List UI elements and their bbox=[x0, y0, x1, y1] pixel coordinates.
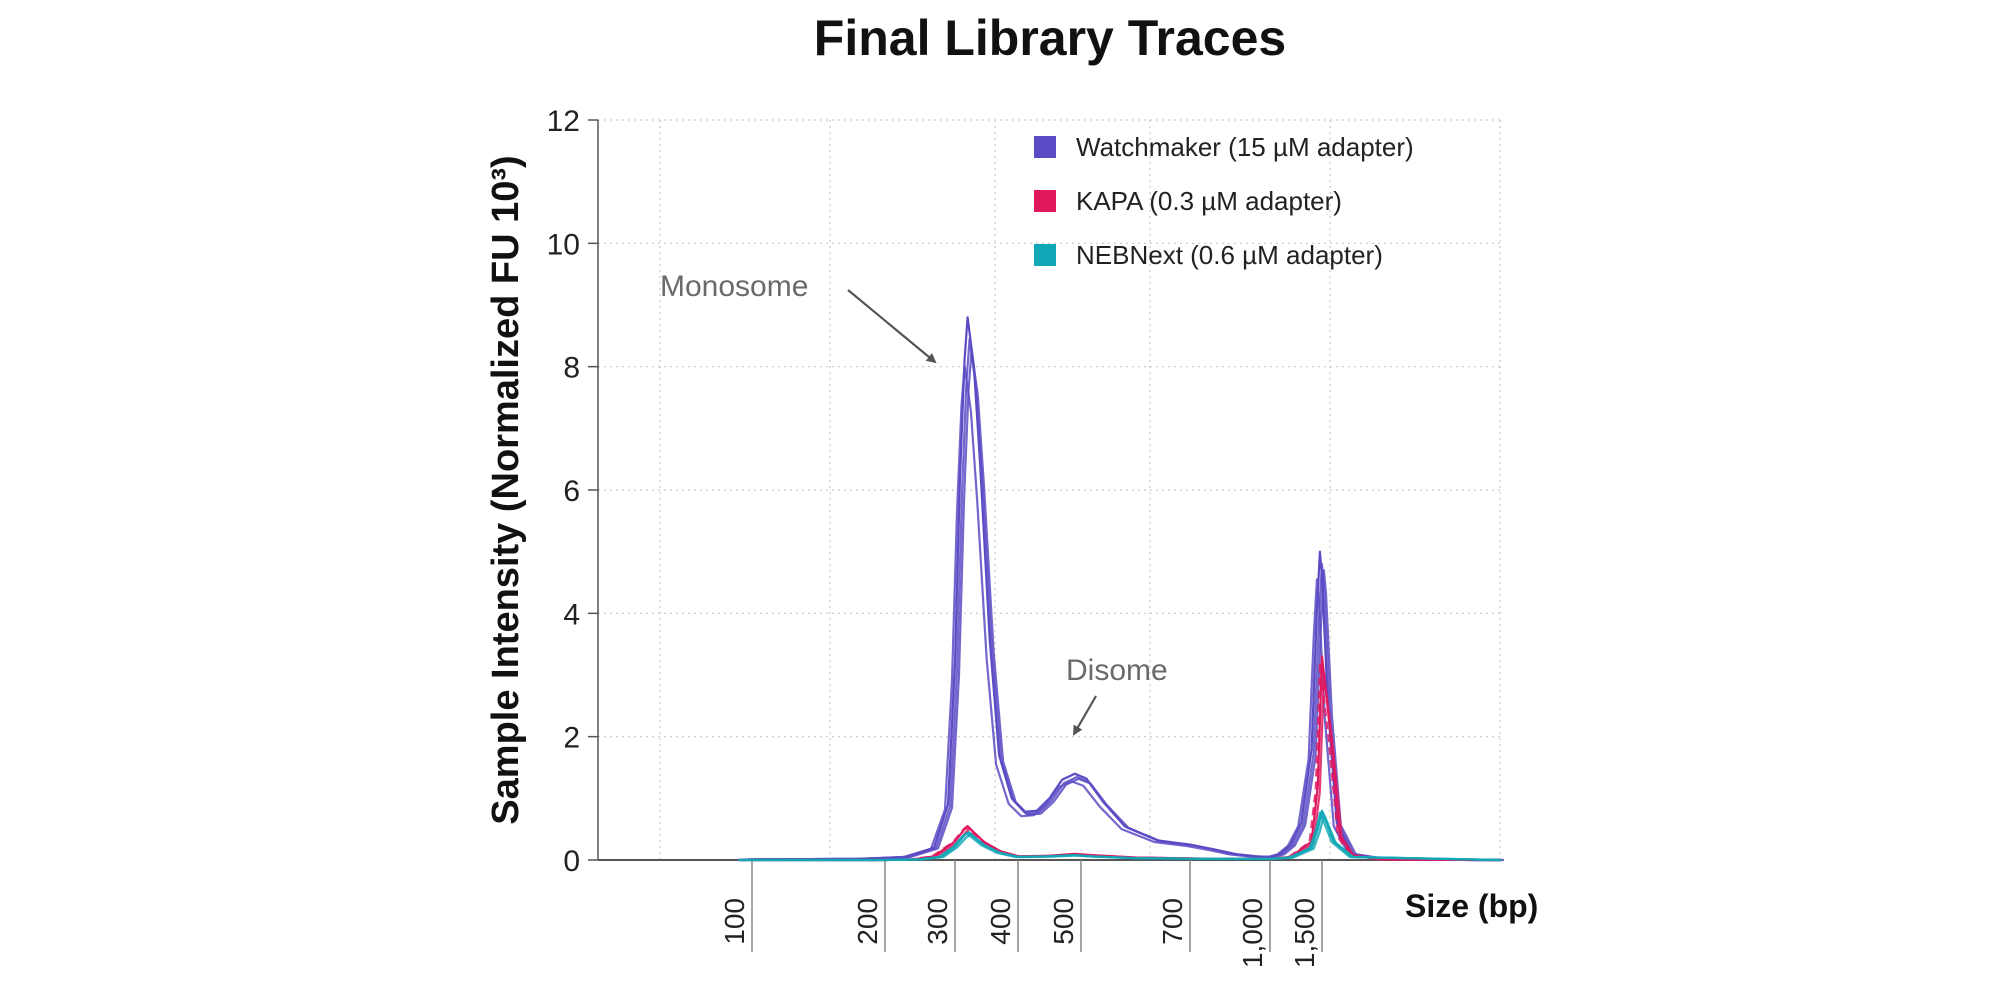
x-tick-label: 300 bbox=[922, 898, 953, 945]
series-line-2 bbox=[738, 663, 1499, 862]
legend-label-3: NEBNext (0.6 µM adapter) bbox=[1076, 240, 1383, 270]
x-axis: 100 200 300 400 500 700 1,000 1,500 bbox=[598, 859, 1500, 968]
annotation-monosome: Monosome bbox=[660, 270, 808, 303]
series-line-2 bbox=[742, 671, 1503, 862]
legend-label-2: KAPA (0.3 µM adapter) bbox=[1076, 186, 1342, 216]
series-line-1 bbox=[743, 348, 1504, 862]
annotations: Monosome Disome bbox=[660, 270, 1168, 736]
gridlines bbox=[598, 119, 1501, 860]
y-tick-label: 0 bbox=[563, 845, 580, 878]
series-line-1 bbox=[741, 337, 1502, 862]
y-tick-label: 4 bbox=[563, 598, 580, 631]
y-tick-label: 10 bbox=[547, 228, 580, 261]
legend-swatch-2 bbox=[1034, 190, 1056, 212]
series-line-3 bbox=[738, 811, 1499, 862]
legend: Watchmaker (15 µM adapter) KAPA (0.3 µM a… bbox=[1034, 132, 1414, 270]
y-axis: 0 2 4 6 8 10 12 bbox=[547, 105, 599, 878]
y-tick-label: 6 bbox=[563, 475, 580, 508]
chart-title: Final Library Traces bbox=[814, 10, 1286, 66]
x-tick-label: 500 bbox=[1048, 898, 1079, 945]
y-tick-label: 12 bbox=[547, 105, 580, 138]
series-lines bbox=[736, 316, 1504, 862]
x-tick-label: 200 bbox=[852, 898, 883, 945]
x-tick-label: 100 bbox=[719, 898, 750, 945]
x-axis-label: Size (bp) bbox=[1405, 888, 1538, 924]
x-tick-label: 1,000 bbox=[1237, 898, 1268, 968]
annotation-arrow-monosome bbox=[847, 289, 937, 364]
legend-label-1: Watchmaker (15 µM adapter) bbox=[1076, 132, 1414, 162]
annotation-disome: Disome bbox=[1066, 654, 1168, 687]
y-tick-label: 2 bbox=[563, 722, 580, 755]
annotation-arrow-disome bbox=[1072, 695, 1097, 736]
y-axis-label: Sample Intensity (Normalized FU 10³) bbox=[485, 155, 527, 824]
x-tick-label: 400 bbox=[985, 898, 1016, 945]
series-line-2 bbox=[740, 655, 1501, 862]
legend-swatch-3 bbox=[1034, 244, 1056, 266]
y-tick-label: 8 bbox=[563, 352, 580, 385]
x-tick-label: 700 bbox=[1157, 898, 1188, 945]
series-line-1 bbox=[739, 316, 1500, 862]
legend-swatch-1 bbox=[1034, 136, 1056, 158]
x-tick-label: 1,500 bbox=[1289, 898, 1320, 968]
